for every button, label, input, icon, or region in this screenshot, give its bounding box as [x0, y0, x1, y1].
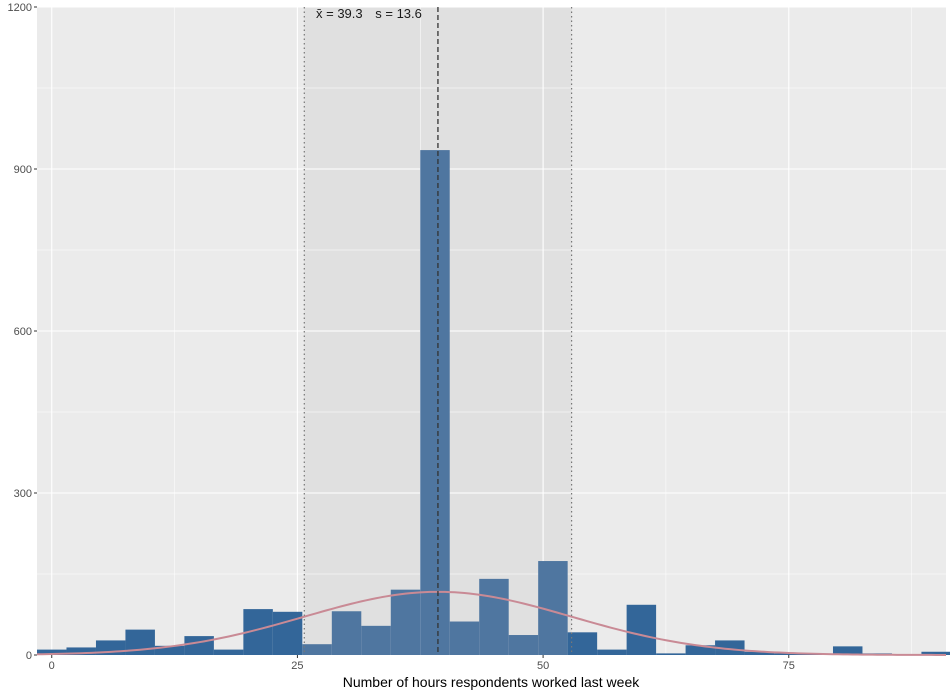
- x-tick-label: 0: [49, 660, 55, 672]
- histogram-bar: [302, 644, 332, 655]
- mean-label: x̄ = 39.3: [316, 6, 363, 21]
- histogram-bar: [479, 578, 509, 655]
- histogram-bar: [331, 611, 362, 655]
- bars-layer: [37, 150, 950, 655]
- histogram-bar: [832, 646, 863, 655]
- histogram-bar: [390, 589, 421, 655]
- grid-layer: [37, 6, 946, 656]
- histogram-bar: [656, 653, 686, 655]
- y-tick-label: 600: [14, 326, 32, 338]
- x-tick-label: 25: [291, 660, 303, 672]
- histogram-bar: [567, 632, 598, 655]
- histogram-bar: [66, 647, 96, 655]
- histogram-bar: [37, 649, 67, 655]
- histogram-bar: [685, 645, 716, 655]
- x-tick-label: 50: [537, 660, 549, 672]
- histogram-bar: [921, 651, 950, 655]
- reference-lines-layer: [303, 7, 573, 655]
- mean-sd-annotation: x̄ = 39.3 s = 13.6: [316, 6, 422, 21]
- histogram-bar: [361, 625, 391, 655]
- x-axis-title: Number of hours respondents worked last …: [343, 674, 640, 690]
- normal-curve: [36, 590, 946, 656]
- y-axis: 0 300 600 900 1200: [8, 2, 37, 662]
- histogram-bar: [184, 636, 214, 655]
- histogram-bar: [715, 640, 745, 655]
- sd-label: s = 13.6: [375, 6, 422, 21]
- x-axis: 0 25 50 75: [49, 655, 795, 672]
- histogram-bar: [626, 604, 657, 655]
- y-tick-label: 900: [14, 164, 32, 176]
- histogram-bar: [420, 150, 450, 655]
- histogram-bar: [744, 651, 775, 655]
- histogram-bar: [508, 635, 539, 655]
- histogram-bar: [213, 649, 244, 655]
- histogram-bar: [774, 653, 804, 655]
- y-tick-label: 1200: [8, 2, 32, 14]
- y-tick-label: 300: [14, 488, 32, 500]
- x-tick-label: 75: [783, 660, 795, 672]
- histogram-bar: [449, 621, 480, 655]
- y-tick-label: 0: [26, 650, 32, 662]
- histogram-bar: [597, 649, 627, 655]
- histogram-bar: [154, 645, 185, 655]
